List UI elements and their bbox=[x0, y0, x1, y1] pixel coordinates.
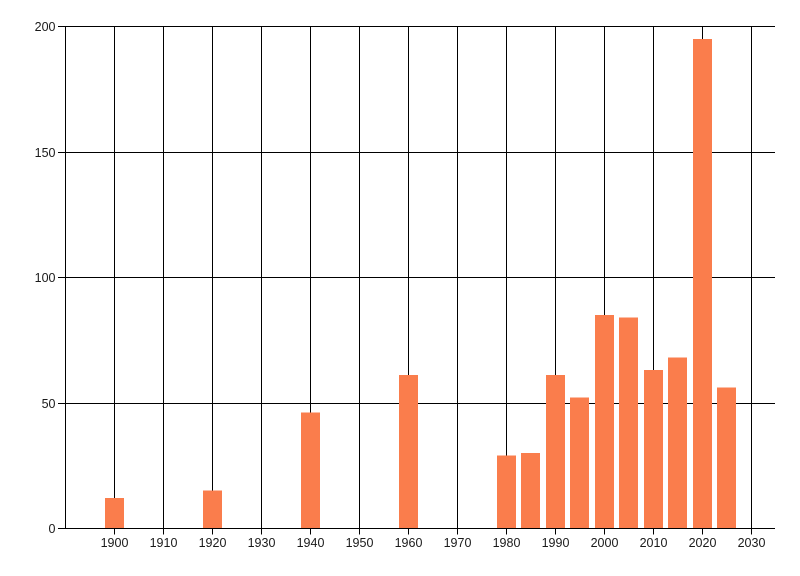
svg-text:1940: 1940 bbox=[297, 536, 325, 550]
svg-text:50: 50 bbox=[42, 397, 56, 411]
svg-text:1980: 1980 bbox=[493, 536, 521, 550]
svg-text:1900: 1900 bbox=[101, 536, 129, 550]
svg-text:200: 200 bbox=[35, 20, 56, 34]
svg-text:2020: 2020 bbox=[689, 536, 717, 550]
svg-text:2000: 2000 bbox=[591, 536, 619, 550]
svg-text:1910: 1910 bbox=[150, 536, 178, 550]
svg-text:1930: 1930 bbox=[248, 536, 276, 550]
svg-text:1960: 1960 bbox=[395, 536, 423, 550]
svg-text:1920: 1920 bbox=[199, 536, 227, 550]
svg-text:2030: 2030 bbox=[738, 536, 766, 550]
svg-text:0: 0 bbox=[49, 522, 56, 536]
svg-text:150: 150 bbox=[35, 146, 56, 160]
svg-text:1970: 1970 bbox=[444, 536, 472, 550]
svg-text:100: 100 bbox=[35, 271, 56, 285]
svg-text:1990: 1990 bbox=[542, 536, 570, 550]
svg-text:2010: 2010 bbox=[640, 536, 668, 550]
svg-text:1950: 1950 bbox=[346, 536, 374, 550]
